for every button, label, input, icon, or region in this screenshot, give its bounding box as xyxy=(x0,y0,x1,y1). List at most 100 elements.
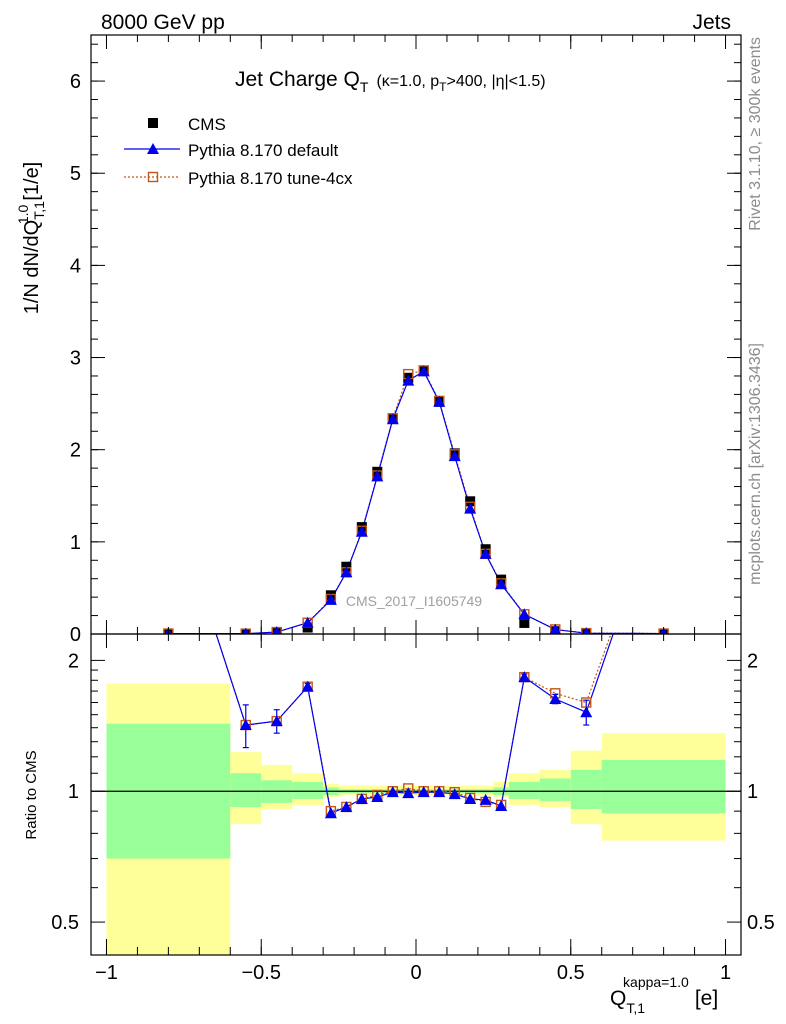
ratio-xtick-label-3: 0.5 xyxy=(557,962,585,984)
xl-sub: T,1 xyxy=(626,1000,645,1016)
ratio-default-point-11 xyxy=(433,786,446,798)
ratio-default-point-1 xyxy=(239,719,252,731)
ratio-ytick-label-right-2: 2 xyxy=(747,650,758,672)
main-ytick-label-6: 6 xyxy=(70,71,81,93)
ratio-xtick-label-2: 0 xyxy=(410,962,421,984)
title-sub-T: T xyxy=(360,79,369,95)
main-ytick-label-2: 2 xyxy=(70,440,81,462)
main-ytick-label-4: 4 xyxy=(70,255,81,277)
ratio-default-point-15 xyxy=(495,799,508,811)
ratio-default-point-14 xyxy=(479,793,492,805)
title-cuts: (κ=1.0, p xyxy=(376,73,439,90)
default-point-13 xyxy=(464,502,477,514)
default-point-1 xyxy=(242,627,250,634)
default-point-7 xyxy=(371,470,384,482)
main-ytick-label-5: 5 xyxy=(70,163,81,185)
ratio-default-point-10 xyxy=(417,786,430,798)
mcplots-label: mcplots.cern.ch [arXiv:1306.3436] xyxy=(747,343,764,585)
default-point-6 xyxy=(355,525,368,537)
default-point-12 xyxy=(448,450,461,462)
cms-point-13 xyxy=(465,496,476,507)
legend-marker-cms xyxy=(148,118,158,128)
main-axes: 0 1 2 3 4 5 6 xyxy=(70,34,742,646)
ratio-xtick-label-0: −1 xyxy=(95,962,118,984)
xl-sup: kappa=1.0 xyxy=(623,974,689,990)
ratio-axes: 0.5 0.5 1 1 2 2 −1 −0.5 0 0.5 1 xyxy=(51,633,775,984)
title-cuts2: >400, |η|<1.5) xyxy=(447,73,546,90)
main-title: Jet Charge QT (κ=1.0, pT>400, |η|<1.5) xyxy=(235,68,546,95)
ratio-ytick-label-2: 2 xyxy=(68,650,79,672)
default-point-2 xyxy=(272,626,282,634)
ratio-ytick-label-right-1: 1 xyxy=(747,781,758,803)
default-point-15 xyxy=(495,578,508,590)
ratio-default-point-6 xyxy=(355,792,368,804)
ratio-default-point-18 xyxy=(580,706,593,718)
ratio-default-point-5 xyxy=(340,800,353,812)
ratio-xtick-label-4: 1 xyxy=(720,962,731,984)
band-inner-3 xyxy=(292,782,324,799)
band-inner-7 xyxy=(508,782,540,799)
yl-sub: T,1 xyxy=(31,201,47,220)
ratio-ytick-label-0: 0.5 xyxy=(51,912,79,934)
band-inner-8 xyxy=(539,778,571,801)
ratio-xlabel: QT,1kappa=1.0[e] xyxy=(610,974,718,1016)
main-data-marks xyxy=(163,365,669,634)
ratio-default-point-9 xyxy=(402,787,415,799)
ratio-data-marks xyxy=(162,481,670,819)
main-ylabel-text: 1/N dN/dQT,11.0[1/e] xyxy=(15,162,47,315)
legend-marker-tune xyxy=(147,171,159,183)
default-point-9 xyxy=(402,374,415,386)
band-inner-9 xyxy=(570,769,602,810)
default-point-8 xyxy=(386,413,399,425)
ratio-default-point-3 xyxy=(301,680,314,692)
ratio-default-point-2 xyxy=(270,715,283,727)
legend: CMS Pythia 8.170 default Pythia 8.170 tune… xyxy=(124,115,353,188)
default-point-17 xyxy=(549,623,561,634)
main-ytick-label-3: 3 xyxy=(70,348,81,370)
legend-label-0: CMS xyxy=(188,115,226,134)
ratio-default-point-12 xyxy=(448,788,461,800)
title-sub-pt: T xyxy=(439,80,447,94)
title-main: Jet Charge Q xyxy=(235,68,360,91)
energy-label: 8000 GeV pp xyxy=(101,11,225,34)
rivet-label: Rivet 3.1.10, ≥ 300k events xyxy=(747,37,764,231)
ratio-ytick-label-right-0: 0.5 xyxy=(747,912,775,934)
ratio-default-point-17 xyxy=(549,693,562,705)
main-ylabel: 1/N dN/dQT,11.0[1/e] xyxy=(15,162,47,315)
ratio-line-default xyxy=(215,634,614,815)
ratio-tune-point-19 xyxy=(659,483,668,492)
ratio-xtick-label-1: −0.5 xyxy=(241,962,280,984)
legend-label-2: Pythia 8.170 tune-4cx xyxy=(188,169,353,188)
xl-unit: [e] xyxy=(695,987,718,1010)
legend-label-1: Pythia 8.170 default xyxy=(188,141,339,160)
default-point-16 xyxy=(518,608,531,620)
ratio-default-point-13 xyxy=(464,792,477,804)
default-point-18 xyxy=(582,627,590,634)
ratio-ytick-label-1: 1 xyxy=(68,781,79,803)
main-ytick-label-1: 1 xyxy=(70,532,81,554)
ratio-default-point-8 xyxy=(386,786,399,798)
ratio-plot-area xyxy=(91,683,741,955)
ratio-default-point-19 xyxy=(658,481,670,492)
ratio-default-point-4 xyxy=(324,807,337,819)
process-label: Jets xyxy=(692,11,731,34)
default-point-14 xyxy=(479,547,492,559)
legend-marker-default xyxy=(147,143,159,154)
analysis-tag: CMS_2017_I1605749 xyxy=(346,593,482,609)
ratio-default-point-0 xyxy=(162,481,174,492)
ratio-default-point-7 xyxy=(371,790,384,802)
band-inner-1 xyxy=(230,773,262,807)
cms-point-16 xyxy=(519,617,530,628)
default-point-3 xyxy=(301,616,314,628)
default-point-4 xyxy=(324,593,337,605)
ratio-default-point-16 xyxy=(518,671,531,683)
main-ytick-label-0: 0 xyxy=(70,624,81,646)
yl-sup: 1.0 xyxy=(15,204,31,224)
default-point-10 xyxy=(417,365,430,377)
ratio-tune-point-0 xyxy=(164,483,173,492)
default-point-11 xyxy=(433,395,446,407)
default-point-5 xyxy=(340,566,353,578)
band-inner-10 xyxy=(601,759,726,814)
ratio-ylabel: Ratio to CMS xyxy=(23,750,40,839)
